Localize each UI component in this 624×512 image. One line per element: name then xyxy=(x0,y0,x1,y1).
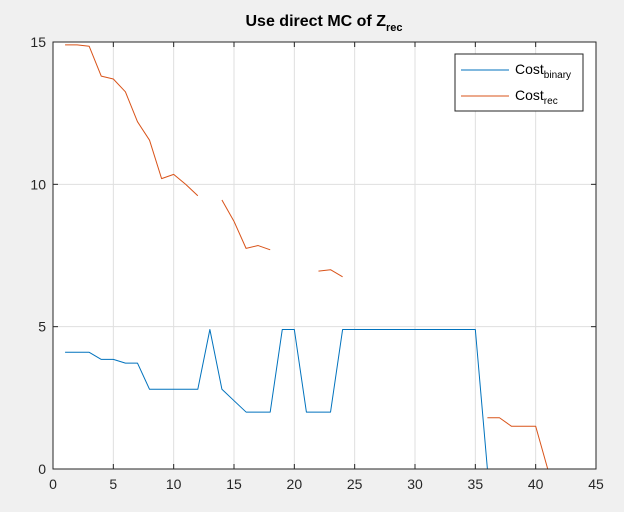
x-tick-label: 30 xyxy=(407,476,423,492)
chart-title-subscript: rec xyxy=(386,22,403,34)
legend-box xyxy=(454,53,584,112)
tick-marks: 0 5 10 15 20 25 30 35 40 45 0 5 10 15 xyxy=(30,34,604,492)
x-tick-label: 25 xyxy=(347,476,363,492)
x-tick-label: 5 xyxy=(109,476,117,492)
series-line-cost-rec xyxy=(221,199,271,251)
grid-lines xyxy=(53,42,596,469)
x-tick-label: 35 xyxy=(468,476,484,492)
y-tick-label: 10 xyxy=(30,176,46,192)
chart-title: Use direct MC of Zrec xyxy=(246,13,403,34)
y-tick-label: 0 xyxy=(38,461,46,477)
x-tick-label: 20 xyxy=(287,476,303,492)
x-tick-label: 40 xyxy=(528,476,544,492)
legend-entry-cost-rec: Costrec xyxy=(515,87,558,107)
legend-entry-cost-rec-base: Cost xyxy=(515,87,544,103)
series-lines xyxy=(65,44,560,470)
x-tick-label: 15 xyxy=(226,476,242,492)
legend-entry-cost-binary: Costbinary xyxy=(515,61,571,81)
y-tick-label: 5 xyxy=(38,319,46,335)
x-tick-label: 0 xyxy=(49,476,57,492)
plot-area xyxy=(53,42,596,469)
legend: Costbinary Costrec xyxy=(454,53,584,112)
series-line-cost-binary xyxy=(65,329,560,470)
series-line-cost-rec xyxy=(65,44,199,197)
y-tick-label: 15 xyxy=(30,34,46,50)
series-line-cost-rec xyxy=(318,269,343,278)
legend-entry-cost-rec-subscript: rec xyxy=(544,96,558,107)
legend-entry-cost-binary-subscript: binary xyxy=(544,70,571,81)
legend-entry-cost-binary-base: Cost xyxy=(515,61,544,77)
axes-box xyxy=(52,41,597,470)
x-tick-label: 10 xyxy=(166,476,182,492)
chart-title-text: Use direct MC of Z xyxy=(246,13,387,30)
x-tick-label: 45 xyxy=(588,476,604,492)
